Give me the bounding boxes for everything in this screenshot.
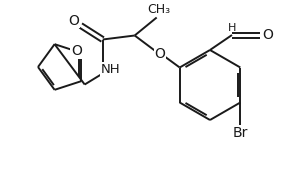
Text: NH: NH: [101, 63, 120, 76]
Text: H: H: [228, 23, 236, 33]
Text: O: O: [154, 46, 165, 60]
Text: O: O: [71, 44, 82, 58]
Text: O: O: [68, 14, 79, 28]
Text: O: O: [263, 28, 273, 42]
Text: CH₃: CH₃: [147, 3, 170, 16]
Text: Br: Br: [233, 125, 248, 139]
